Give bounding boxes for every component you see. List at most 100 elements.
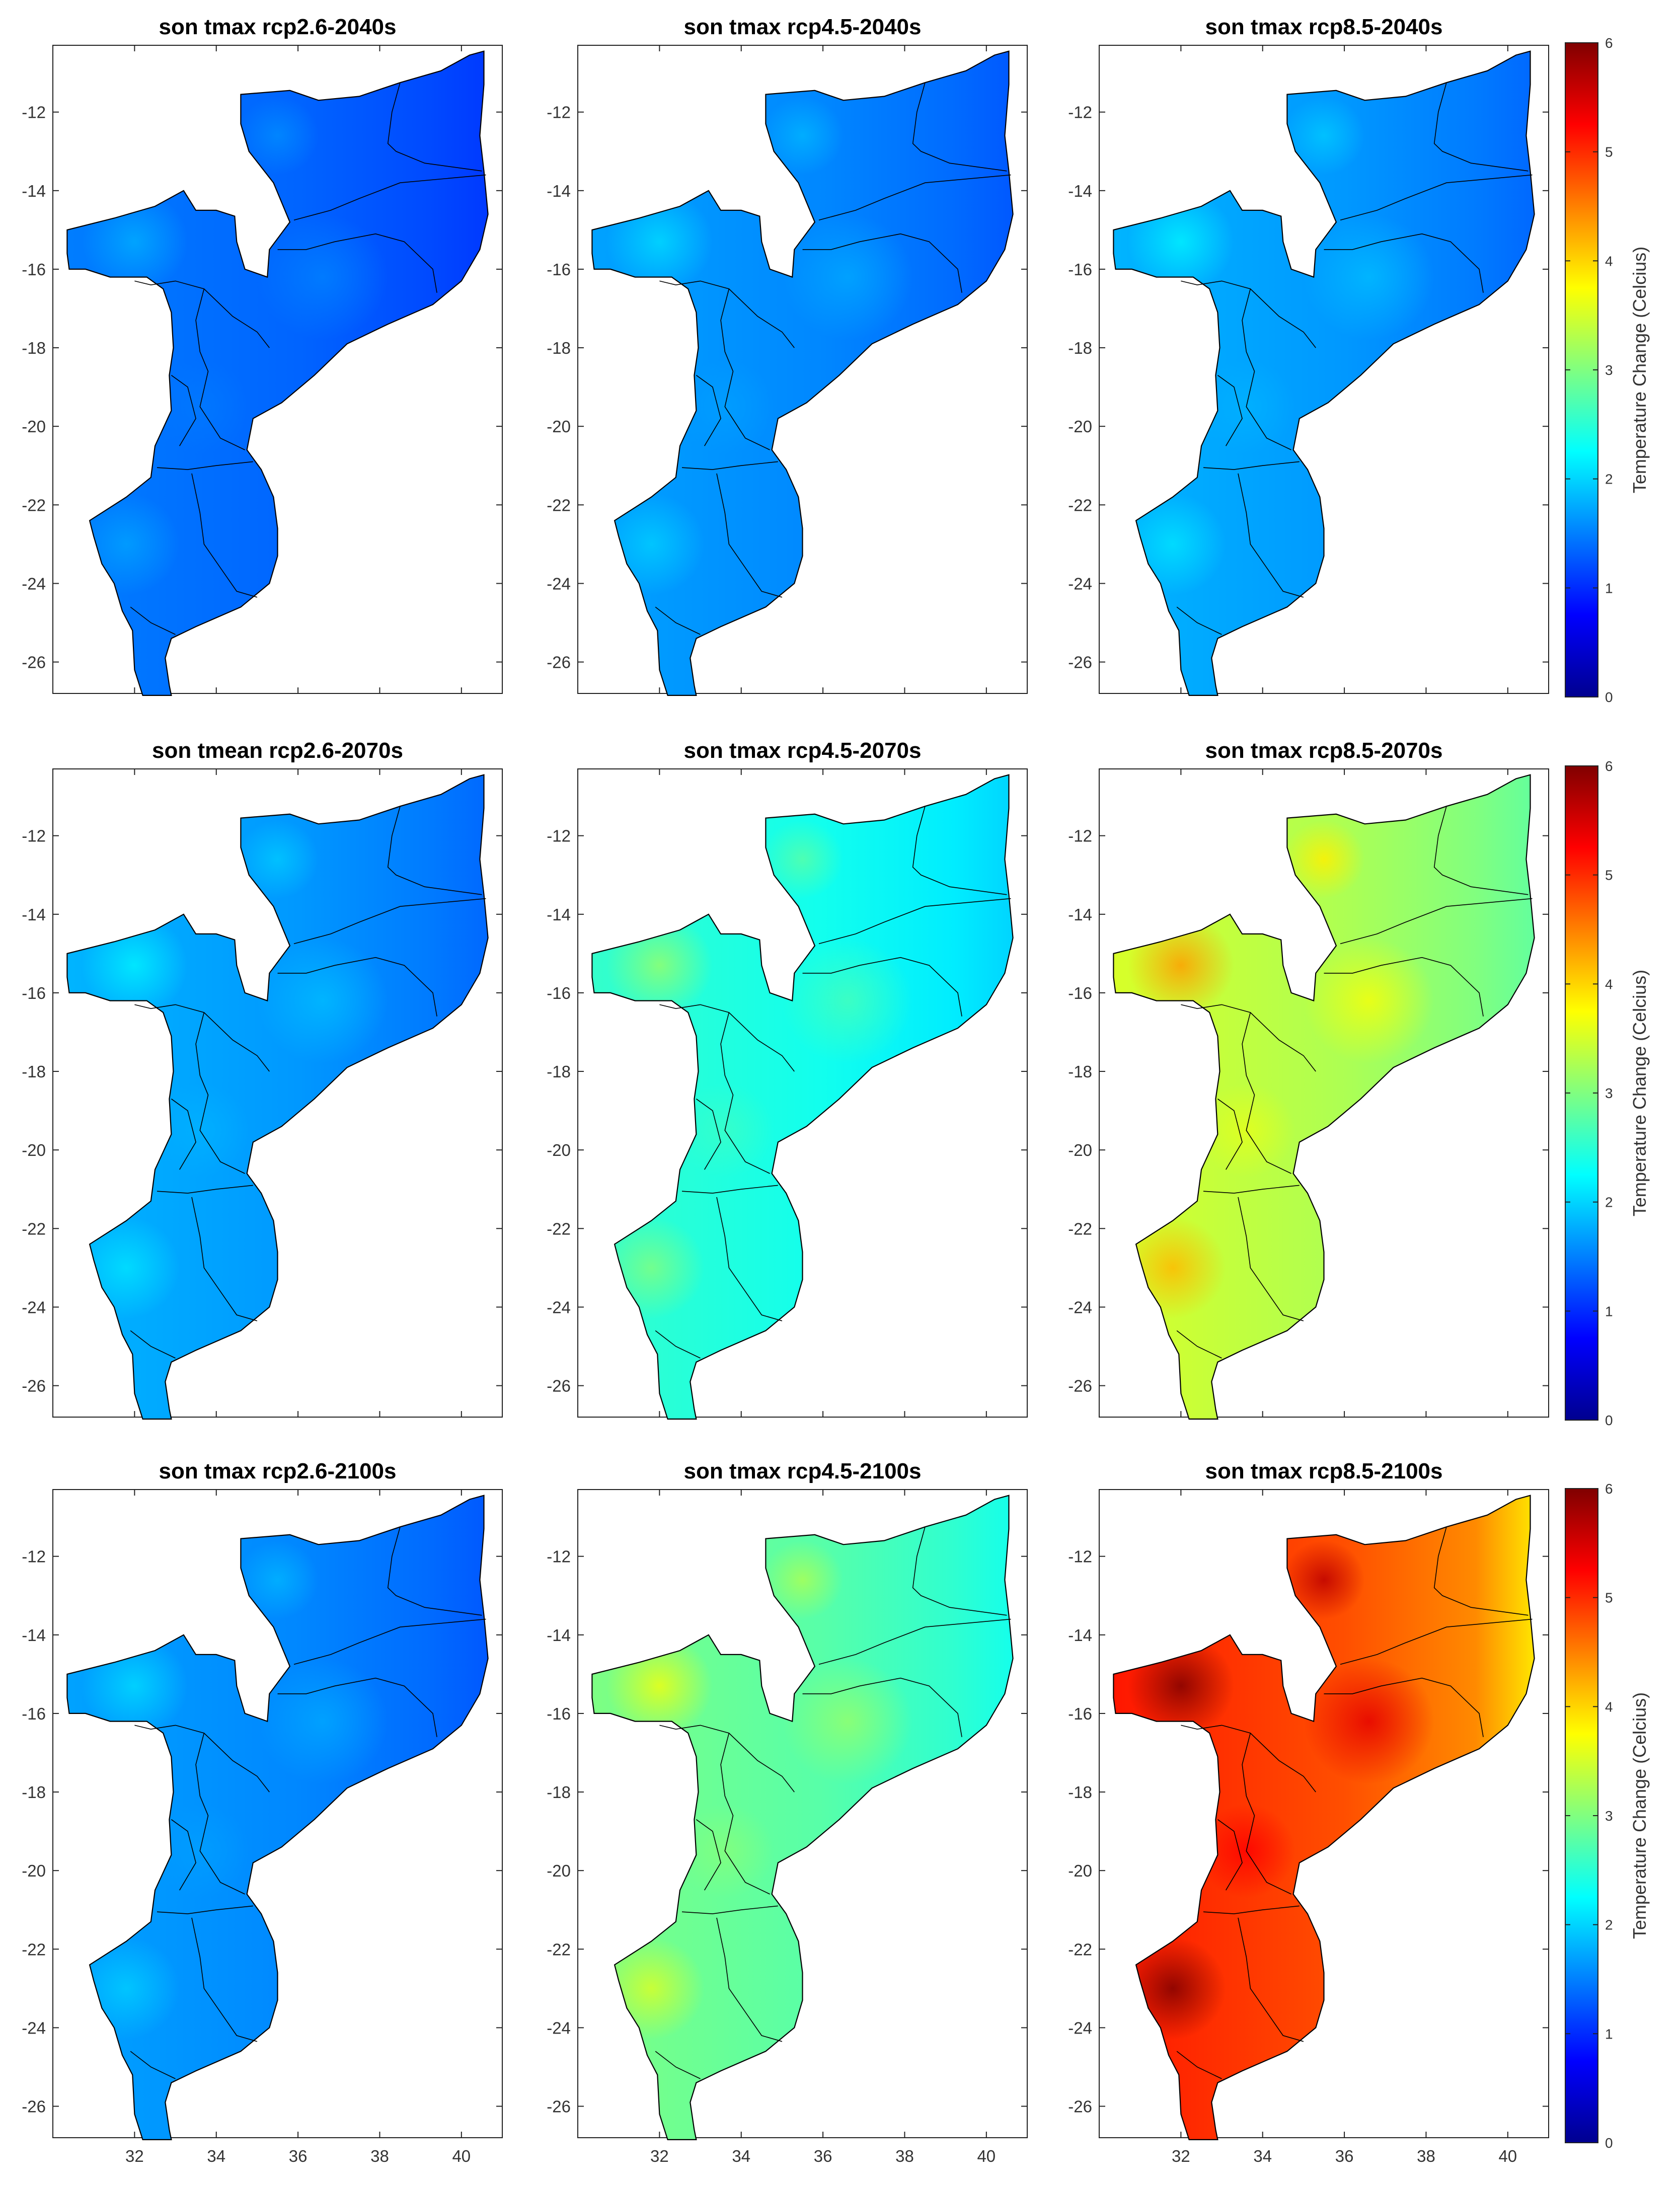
lat-tick-label: -14 — [22, 182, 46, 200]
province-border — [1203, 1905, 1300, 1914]
country-outline — [1113, 774, 1535, 1420]
lat-tick-label: -22 — [22, 496, 46, 514]
map-panel: son tmax rcp2.6-2040s -12 -14 -16 -18 -20 -22 -… — [22, 15, 503, 696]
panel-title: son tmax rcp2.6-2040s — [159, 15, 396, 39]
lat-tick-label: -14 — [1068, 182, 1092, 200]
colorbar: 0 1 2 3 4 5 6 Temperature Change (Celcius) — [1565, 1481, 1650, 2151]
province-border — [1433, 82, 1529, 172]
lat-tick-label: -14 — [22, 1626, 46, 1645]
colorbar-scale — [1565, 42, 1598, 697]
province-border — [1324, 233, 1484, 293]
lat-tick-label: -16 — [22, 984, 46, 1002]
colorbar: 0 1 2 3 4 5 6 Temperature Change (Celcius) — [1565, 758, 1650, 1428]
lat-tick-label: -14 — [547, 182, 571, 200]
map-panel: son tmax rcp4.5-2070s -12 -14 -16 -18 -20 -22 -… — [547, 738, 1028, 1420]
country-outline — [1113, 1495, 1535, 2140]
province-border — [387, 82, 482, 172]
province-border — [720, 1733, 770, 1895]
province-border — [681, 461, 778, 470]
lat-tick-label: -18 — [22, 1783, 46, 1802]
country-outline — [66, 774, 489, 1420]
lon-tick-label: 34 — [1253, 2147, 1272, 2165]
province-border — [195, 1733, 245, 1895]
province-border — [1238, 1197, 1304, 1321]
colorbar-tick-label: 0 — [1605, 2135, 1613, 2151]
lat-tick-label: -16 — [1068, 984, 1092, 1002]
province-border — [277, 957, 437, 1017]
province-border — [1217, 1099, 1243, 1170]
lat-tick-label: -24 — [1068, 1298, 1092, 1316]
province-border — [171, 1099, 196, 1170]
colorbar-tick-label: 1 — [1605, 1303, 1613, 1319]
province-border — [130, 1330, 176, 1359]
lat-tick-label: -20 — [547, 1141, 571, 1159]
lat-tick-label: -22 — [547, 496, 571, 514]
lon-tick-label: 32 — [1172, 2147, 1190, 2165]
colorbar-tick-label: 5 — [1605, 1590, 1613, 1606]
lat-tick-label: -18 — [547, 1783, 571, 1802]
colorbar-tick-label: 4 — [1605, 1699, 1613, 1714]
lat-tick-label: -20 — [1068, 1141, 1092, 1159]
colorbar-tick-label: 6 — [1605, 758, 1613, 774]
panel-title: son tmax rcp8.5-2070s — [1205, 738, 1442, 763]
province-border — [912, 1526, 1007, 1616]
lat-tick-label: -20 — [22, 1861, 46, 1880]
province-border — [387, 806, 482, 895]
province-border — [1340, 1618, 1533, 1665]
lat-tick-label: -12 — [547, 1547, 571, 1566]
province-border — [1324, 957, 1484, 1017]
country-outline — [591, 1495, 1014, 2140]
province-border — [716, 1917, 783, 2042]
province-border — [802, 957, 962, 1017]
map-panel: son tmax rcp8.5-2100s -12 -14 -16 -18 -20 -22 -… — [1068, 1459, 1549, 2165]
lat-tick-label: -12 — [1068, 827, 1092, 845]
lat-tick-label: -22 — [22, 1219, 46, 1238]
lat-tick-label: -16 — [1068, 260, 1092, 279]
panel-title: son tmax rcp8.5-2100s — [1205, 1459, 1442, 1484]
province-border — [655, 2051, 701, 2079]
panel-title: son tmax rcp4.5-2040s — [683, 15, 921, 39]
panel-title: son tmax rcp4.5-2100s — [683, 1459, 921, 1484]
lat-tick-label: -12 — [22, 827, 46, 845]
colorbar-tick-label: 0 — [1605, 689, 1613, 705]
province-border — [1217, 1819, 1243, 1891]
province-border — [696, 1819, 721, 1891]
lat-tick-label: -12 — [547, 103, 571, 122]
lat-tick-label: -14 — [547, 905, 571, 924]
lat-tick-label: -24 — [22, 574, 46, 593]
province-border — [802, 233, 962, 293]
country-outline — [1113, 50, 1535, 696]
province-border — [157, 461, 253, 470]
province-border — [293, 1618, 486, 1665]
lat-tick-label: -24 — [547, 1298, 571, 1316]
province-border — [1203, 1185, 1300, 1194]
lat-tick-label: -12 — [1068, 1547, 1092, 1566]
lat-tick-label: -24 — [22, 2018, 46, 2037]
lat-tick-label: -20 — [1068, 417, 1092, 436]
province-border — [818, 1618, 1011, 1665]
province-border — [1203, 461, 1300, 470]
map-panel: son tmax rcp8.5-2070s -12 -14 -16 -18 -20 -22 -… — [1068, 738, 1549, 1420]
province-border — [681, 1905, 778, 1914]
colorbar-tick-label: 5 — [1605, 868, 1613, 883]
colorbar-tick-label: 4 — [1605, 976, 1613, 992]
province-border — [1242, 1012, 1291, 1174]
province-border — [1217, 375, 1243, 446]
lat-tick-label: -12 — [547, 827, 571, 845]
province-border — [818, 174, 1011, 221]
colorbar: 0 1 2 3 4 5 6 Temperature Change (Celcius) — [1565, 35, 1650, 705]
province-border — [195, 288, 245, 450]
lat-tick-label: -26 — [22, 2097, 46, 2116]
lat-tick-label: -14 — [1068, 905, 1092, 924]
colorbar-label: Temperature Change (Celcius) — [1629, 247, 1650, 493]
colorbar-tick-label: 3 — [1605, 1808, 1613, 1824]
lat-tick-label: -12 — [22, 1547, 46, 1566]
lon-tick-label: 38 — [1417, 2147, 1435, 2165]
province-border — [912, 82, 1007, 172]
province-border — [1340, 898, 1533, 945]
lon-tick-label: 36 — [289, 2147, 308, 2165]
lon-tick-label: 40 — [977, 2147, 996, 2165]
panel-title: son tmax rcp2.6-2100s — [159, 1459, 396, 1484]
province-border — [655, 606, 701, 635]
